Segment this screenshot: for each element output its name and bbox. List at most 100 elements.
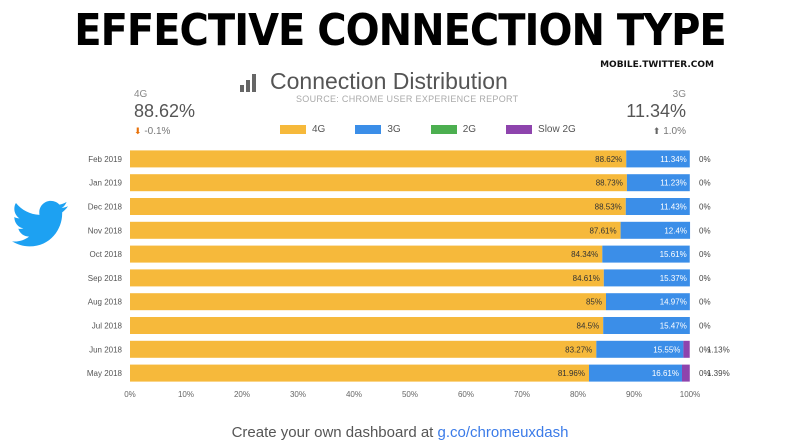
- bar-slow-2g-jun-2018: [683, 340, 690, 358]
- data-label-2g-sep-2018: 0%: [699, 274, 711, 283]
- data-label-2g-aug-2018: 0%: [699, 298, 711, 307]
- chart-source: SOURCE: CHROME USER EXPERIENCE REPORT: [296, 94, 519, 104]
- x-tick-label-9: 90%: [626, 390, 642, 399]
- data-label-3g-jan-2019: 11.23%: [660, 179, 687, 188]
- dashboard-link[interactable]: g.co/chromeuxdash: [437, 424, 569, 441]
- category-label-jul-2018: Jul 2018: [92, 322, 123, 331]
- data-label-3g-nov-2018: 12.4%: [664, 226, 687, 235]
- x-tick-label-4: 40%: [346, 390, 362, 399]
- data-label-slow-2g-may-2018: 1.39%: [707, 369, 730, 378]
- legend-item-slow-2g[interactable]: Slow 2G: [506, 124, 576, 135]
- bar-4g-jan-2019: [130, 174, 627, 192]
- category-label-dec-2018: Dec 2018: [88, 203, 123, 212]
- chart-title: Connection Distribution: [270, 68, 508, 94]
- category-label-feb-2019: Feb 2019: [88, 155, 122, 164]
- up-arrow-icon: ⬆: [652, 126, 661, 136]
- legend-label-3g: 3G: [387, 124, 401, 135]
- data-label-2g-feb-2019: 0%: [699, 155, 711, 164]
- data-label-3g-dec-2018: 11.43%: [660, 203, 687, 212]
- bar-4g-oct-2018: [130, 245, 603, 263]
- summary-4g: 4G 88.62% ⬇ -0.1%: [134, 89, 195, 137]
- legend-item-3g[interactable]: 3G: [355, 124, 401, 135]
- summary-3g-change-row: ⬆ 1.0%: [626, 126, 686, 137]
- bar-3g-jul-2018: [603, 317, 690, 334]
- data-label-2g-dec-2018: 0%: [699, 203, 711, 212]
- bar-slow-2g-may-2018: [681, 364, 690, 382]
- x-tick-label-5: 50%: [402, 390, 418, 399]
- x-tick-label-1: 10%: [178, 390, 194, 399]
- x-tick-label-3: 30%: [290, 390, 306, 399]
- legend-label-4g: 4G: [312, 124, 326, 135]
- legend-swatch-slow-2g: [506, 125, 533, 134]
- category-label-sep-2018: Sep 2018: [88, 274, 123, 283]
- slide-headline: EFFECTIVE CONNECTION TYPE: [74, 6, 726, 56]
- summary-4g-value: 88.62%: [134, 101, 196, 121]
- legend-swatch-2g: [430, 125, 457, 134]
- summary-3g-value: 11.34%: [626, 101, 686, 121]
- summary-3g: 3G 11.34% ⬆ 1.0%: [626, 89, 686, 137]
- data-label-4g-may-2018: 81.96%: [558, 369, 585, 378]
- bar-3g-sep-2018: [603, 269, 690, 287]
- category-label-aug-2018: Aug 2018: [88, 298, 123, 307]
- data-label-4g-jan-2019: 88.73%: [596, 179, 623, 188]
- x-tick-label-7: 70%: [514, 390, 530, 399]
- footer-text: Create your own dashboard at: [231, 424, 438, 441]
- category-label-oct-2018: Oct 2018: [90, 250, 123, 259]
- bar-3g-nov-2018: [620, 221, 691, 239]
- bar-4g-nov-2018: [130, 221, 621, 239]
- data-label-4g-jun-2018: 83.27%: [565, 345, 592, 354]
- category-label-jun-2018: Jun 2018: [89, 345, 122, 354]
- summary-3g-label: 3G: [672, 89, 686, 100]
- data-label-3g-aug-2018: 14.97%: [660, 298, 687, 307]
- bar-4g-jul-2018: [130, 317, 604, 334]
- legend-item-4g[interactable]: 4G: [280, 124, 325, 135]
- bar-3g-dec-2018: [625, 198, 690, 215]
- legend-swatch-3g: [355, 125, 382, 134]
- data-label-2g-oct-2018: 0%: [699, 250, 711, 259]
- bar-3g-aug-2018: [606, 293, 690, 311]
- x-tick-label-2: 20%: [234, 390, 250, 399]
- data-label-3g-oct-2018: 15.61%: [660, 250, 687, 259]
- x-tick-label-6: 60%: [458, 390, 474, 399]
- legend-label-slow-2g: Slow 2G: [538, 124, 576, 135]
- data-label-4g-feb-2019: 88.62%: [595, 155, 622, 164]
- x-tick-label-8: 80%: [570, 390, 586, 399]
- x-tick-label-10: 100%: [680, 390, 700, 399]
- data-label-4g-oct-2018: 84.34%: [571, 250, 598, 259]
- chart-legend: 4G 3G 2G Slow 2G: [280, 124, 576, 135]
- legend-label-2g: 2G: [462, 124, 477, 135]
- legend-item-2g[interactable]: 2G: [430, 124, 477, 135]
- summary-3g-change: 1.0%: [663, 126, 686, 137]
- bar-4g-may-2018: [130, 364, 589, 382]
- data-label-2g-jan-2019: 0%: [699, 179, 711, 188]
- data-label-3g-may-2018: 16.61%: [652, 369, 679, 378]
- bar-3g-may-2018: [588, 364, 682, 382]
- bar-3g-feb-2019: [626, 150, 690, 168]
- data-label-2g-jul-2018: 0%: [699, 322, 711, 331]
- data-label-2g-nov-2018: 0%: [699, 226, 711, 235]
- data-label-3g-sep-2018: 15.37%: [660, 274, 687, 283]
- data-label-4g-sep-2018: 84.61%: [573, 274, 600, 283]
- bar-3g-jan-2019: [626, 174, 690, 192]
- bar-4g-feb-2019: [130, 150, 627, 168]
- data-label-3g-jun-2018: 15.55%: [653, 345, 680, 354]
- legend-swatch-4g: [280, 125, 306, 134]
- data-label-4g-nov-2018: 87.61%: [589, 226, 616, 235]
- data-label-3g-jul-2018: 15.47%: [660, 322, 687, 331]
- down-arrow-icon: ⬇: [134, 126, 142, 136]
- bar-4g-dec-2018: [130, 198, 626, 215]
- data-label-2g-jun-2018: 0%: [699, 345, 711, 354]
- category-label-may-2018: May 2018: [87, 369, 123, 378]
- summary-4g-change: -0.1%: [144, 126, 171, 137]
- footer: Create your own dashboard at g.co/chrome…: [0, 424, 800, 441]
- data-label-4g-dec-2018: 88.53%: [595, 203, 622, 212]
- x-tick-label-0: 0%: [124, 390, 136, 399]
- site-url-label: MOBILE.TWITTER.COM: [600, 60, 714, 70]
- twitter-bird-icon: [12, 200, 68, 247]
- data-label-4g-aug-2018: 85%: [586, 298, 602, 307]
- summary-4g-change-row: ⬇ -0.1%: [134, 126, 195, 137]
- bar-chart-icon: [240, 72, 258, 92]
- data-label-2g-may-2018: 0%: [699, 369, 711, 378]
